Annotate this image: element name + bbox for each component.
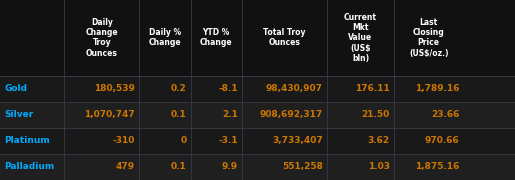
Text: 479: 479 — [116, 162, 135, 171]
Text: Platinum: Platinum — [4, 136, 50, 145]
Text: 180,539: 180,539 — [94, 84, 135, 93]
Text: 176.11: 176.11 — [355, 84, 390, 93]
Text: 0.1: 0.1 — [170, 162, 186, 171]
Text: Silver: Silver — [4, 110, 33, 119]
Text: -3.1: -3.1 — [218, 136, 238, 145]
Text: YTD %
Change: YTD % Change — [200, 28, 233, 48]
Text: 908,692,317: 908,692,317 — [260, 110, 323, 119]
Text: 3.62: 3.62 — [368, 136, 390, 145]
Bar — [0, 154, 515, 180]
Text: 551,258: 551,258 — [282, 162, 323, 171]
Bar — [0, 128, 515, 154]
Text: 3,733,407: 3,733,407 — [272, 136, 323, 145]
Bar — [0, 76, 515, 102]
Text: 1,875.16: 1,875.16 — [415, 162, 459, 171]
Text: 21.50: 21.50 — [362, 110, 390, 119]
Text: -310: -310 — [113, 136, 135, 145]
Text: Gold: Gold — [4, 84, 27, 93]
Text: Total Troy
Ounces: Total Troy Ounces — [263, 28, 306, 48]
Text: 970.66: 970.66 — [425, 136, 459, 145]
Text: Last
Closing
Price
(US$/oz.): Last Closing Price (US$/oz.) — [409, 18, 449, 58]
Text: Daily %
Change: Daily % Change — [148, 28, 181, 48]
Bar — [0, 102, 515, 128]
Text: -8.1: -8.1 — [218, 84, 238, 93]
Text: 1.03: 1.03 — [368, 162, 390, 171]
Text: 0.2: 0.2 — [170, 84, 186, 93]
Text: 1,070,747: 1,070,747 — [84, 110, 135, 119]
Text: 1,789.16: 1,789.16 — [415, 84, 459, 93]
Text: 98,430,907: 98,430,907 — [266, 84, 323, 93]
Text: 0.1: 0.1 — [170, 110, 186, 119]
Text: Daily
Change
Troy
Ounces: Daily Change Troy Ounces — [85, 18, 118, 58]
Text: 2.1: 2.1 — [222, 110, 238, 119]
Text: Palladium: Palladium — [4, 162, 55, 171]
Text: Current
Mkt
Value
(US$
bln): Current Mkt Value (US$ bln) — [344, 12, 377, 63]
Text: 0: 0 — [180, 136, 186, 145]
Bar — [0, 0, 515, 76]
Text: 23.66: 23.66 — [431, 110, 459, 119]
Text: 9.9: 9.9 — [222, 162, 238, 171]
